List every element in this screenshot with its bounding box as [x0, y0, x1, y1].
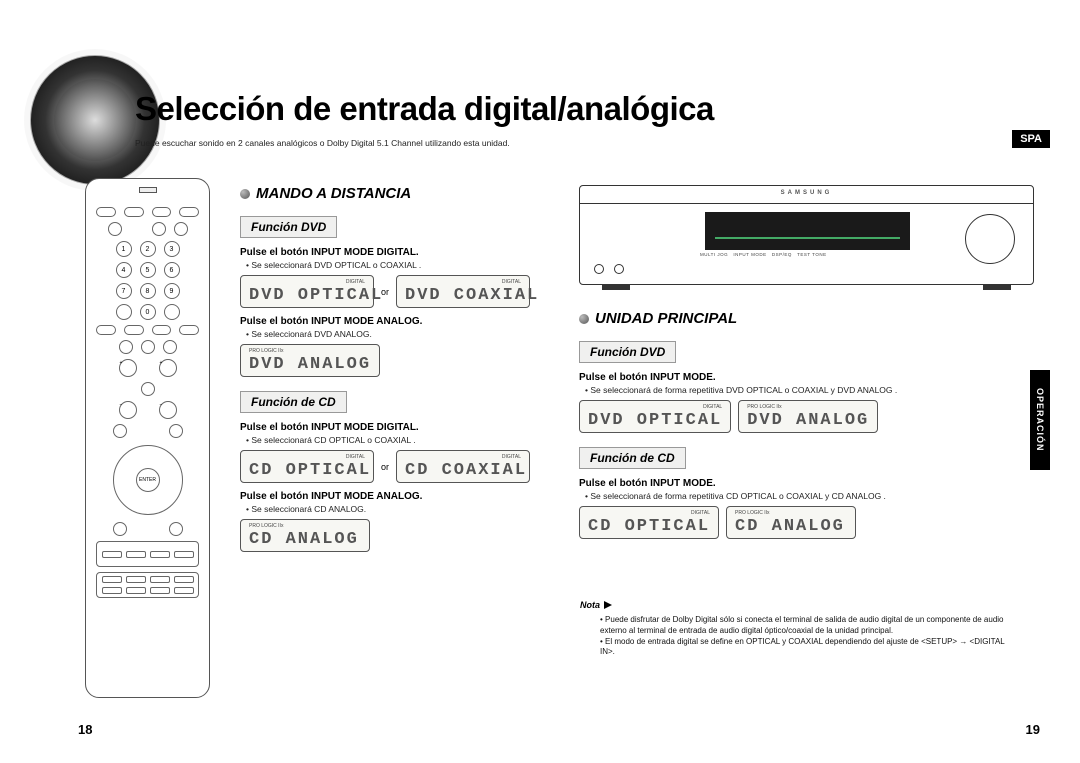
- lcd-display: PRO LOGIC IIx DVD ANALOG: [240, 344, 380, 377]
- bullet: Se seleccionará DVD OPTICAL o COAXIAL .: [246, 260, 530, 270]
- bullet: Se seleccionará DVD ANALOG.: [246, 329, 530, 339]
- bullet: Se seleccionará CD ANALOG.: [246, 504, 530, 514]
- language-tab: SPA: [1012, 130, 1050, 148]
- instr-cd: Pulse el botón INPUT MODE.: [579, 478, 1039, 489]
- bullet: Se seleccionará de forma repetitiva DVD …: [585, 385, 1039, 395]
- func-dvd-label: Función DVD: [240, 216, 337, 238]
- main-unit-heading: UNIDAD PRINCIPAL: [579, 310, 1039, 327]
- func-cd-label: Función de CD: [579, 447, 686, 469]
- instr-dvd-digital: Pulse el botón INPUT MODE DIGITAL.: [240, 247, 530, 258]
- remote-column: MANDO A DISTANCIA Función DVD Pulse el b…: [240, 185, 530, 560]
- note-item: El modo de entrada digital se define en …: [600, 637, 1010, 659]
- note-label: Nota: [580, 600, 1010, 610]
- func-cd-label: Función de CD: [240, 391, 347, 413]
- bullet: Se seleccionará de forma repetitiva CD O…: [585, 491, 1039, 501]
- lcd-display: DIGITAL DVD OPTICAL: [240, 275, 374, 308]
- note-item: Puede disfrutar de Dolby Digital sólo si…: [600, 615, 1010, 637]
- page-number-right: 19: [1026, 722, 1040, 737]
- main-unit-illustration: SAMSUNG MULTI JOG INPUT MODE DSP/EQ TEST…: [579, 185, 1034, 285]
- lcd-display: DIGITAL CD COAXIAL: [396, 450, 530, 483]
- instr-dvd-analog: Pulse el botón INPUT MODE ANALOG.: [240, 316, 530, 327]
- lcd-display: DIGITAL DVD OPTICAL: [579, 400, 731, 433]
- page-title: Selección de entrada digital/analógica: [135, 90, 714, 128]
- main-unit-column: SAMSUNG MULTI JOG INPUT MODE DSP/EQ TEST…: [579, 185, 1039, 547]
- lcd-display: DIGITAL CD OPTICAL: [240, 450, 374, 483]
- remote-illustration: 123 456 789 0 ++ −− ENTER: [85, 178, 210, 698]
- page-number-left: 18: [78, 722, 92, 737]
- instr-dvd: Pulse el botón INPUT MODE.: [579, 372, 1039, 383]
- or-label: or: [381, 462, 389, 472]
- note-box: Nota Puede disfrutar de Dolby Digital só…: [580, 600, 1010, 658]
- instr-cd-analog: Pulse el botón INPUT MODE ANALOG.: [240, 491, 530, 502]
- lcd-display: PRO LOGIC IIx CD ANALOG: [726, 506, 856, 539]
- bullet: Se seleccionará CD OPTICAL o COAXIAL .: [246, 435, 530, 445]
- page-subtitle: Puede escuchar sonido en 2 canales analó…: [135, 138, 510, 148]
- instr-cd-digital: Pulse el botón INPUT MODE DIGITAL.: [240, 422, 530, 433]
- lcd-display: DIGITAL CD OPTICAL: [579, 506, 719, 539]
- func-dvd-label: Función DVD: [579, 341, 676, 363]
- lcd-display: PRO LOGIC IIx CD ANALOG: [240, 519, 370, 552]
- remote-heading: MANDO A DISTANCIA: [240, 185, 530, 202]
- lcd-display: PRO LOGIC IIx DVD ANALOG: [738, 400, 878, 433]
- lcd-display: DIGITAL DVD COAXIAL: [396, 275, 530, 308]
